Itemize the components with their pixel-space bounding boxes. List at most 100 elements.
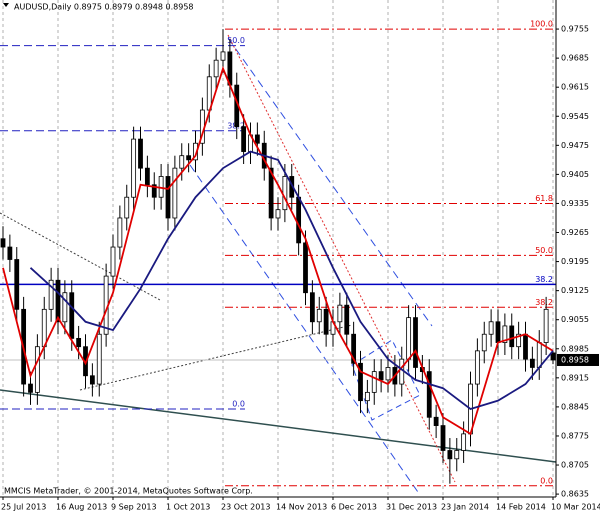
candle-body xyxy=(413,317,418,368)
candle-body xyxy=(495,321,501,343)
moving-average xyxy=(2,65,554,436)
candle-body xyxy=(254,134,260,144)
candle-body xyxy=(385,367,391,381)
candle-body xyxy=(48,279,54,310)
moving-averages xyxy=(2,65,554,436)
y-tick-label: 0.9195 xyxy=(561,257,589,266)
candle-body xyxy=(351,333,357,364)
candle-body xyxy=(523,333,528,360)
dotted-line xyxy=(79,324,353,391)
y-tick-label: 0.9265 xyxy=(561,228,589,237)
candle-body xyxy=(550,352,556,361)
y-tick-label: 0.9615 xyxy=(561,83,589,92)
grid xyxy=(2,0,554,497)
axis-labels: 0.9755 0.9685 0.9615 0.9545 0.9475 0.9405 0.93… xyxy=(1,25,600,512)
fibo-label: 38.2 xyxy=(535,298,553,307)
level-label: 38.2 xyxy=(535,275,553,284)
candle-body xyxy=(536,342,542,368)
candle-body xyxy=(454,450,460,460)
y-tick-label: 0.9685 xyxy=(561,54,589,63)
candle-body xyxy=(516,333,522,348)
candle-body xyxy=(213,59,219,78)
candle-body xyxy=(220,51,226,61)
chart-title: AUDUSD,Daily 0.8975 0.8979 0.8948 0.8958 xyxy=(14,3,194,12)
candle-body xyxy=(509,325,515,348)
candle-body xyxy=(89,375,95,385)
candle-body xyxy=(151,184,157,198)
candle-body xyxy=(481,333,487,352)
candle-body xyxy=(186,155,192,161)
candle-body xyxy=(41,308,47,348)
candle-body xyxy=(117,217,123,248)
candle-body xyxy=(138,138,143,169)
candle-body xyxy=(309,292,315,323)
y-tick-label: 0.9405 xyxy=(561,170,589,179)
candle-body xyxy=(0,238,6,248)
x-tick-label: 16 Aug 2013 xyxy=(56,503,107,512)
x-tick-label: 23 Oct 2013 xyxy=(221,503,270,512)
title-icon xyxy=(3,3,9,7)
candle-body xyxy=(378,371,384,381)
candle-body xyxy=(172,167,178,219)
y-tick-label: 0.8845 xyxy=(561,402,589,411)
y-tick-label: 0.9755 xyxy=(561,25,589,34)
candle-body xyxy=(447,450,453,460)
levels: 100.061.850.038.20.050.038.20.038.2 xyxy=(0,20,556,487)
price-box xyxy=(557,353,599,366)
candle-body xyxy=(461,433,467,451)
candle-body xyxy=(371,371,377,393)
fibo-label: 50.0 xyxy=(227,36,245,45)
candle-body xyxy=(323,308,329,335)
y-tick-label: 0.9335 xyxy=(561,199,589,208)
candle-body xyxy=(124,196,130,219)
candle-body xyxy=(474,350,480,385)
x-tick-label: 14 Nov 2013 xyxy=(276,503,327,512)
y-tick-label: 0.9545 xyxy=(561,112,589,121)
y-tick-label: 0.9125 xyxy=(561,286,589,295)
x-tick-label: 25 Jul 2013 xyxy=(1,503,46,512)
footer: MMCIS MetaTrader, © 2001-2014, MetaQuote… xyxy=(4,487,253,496)
x-tick-label: 10 Mar 2014 xyxy=(551,503,600,512)
candle-body xyxy=(529,358,535,368)
candle-body xyxy=(110,246,116,277)
candle-body xyxy=(131,138,137,198)
channel-line xyxy=(189,164,421,496)
dotted-line xyxy=(227,34,456,483)
candle-body xyxy=(96,333,102,385)
candle-body xyxy=(316,308,322,323)
y-tick-label: 0.8915 xyxy=(561,373,589,382)
candle-body xyxy=(502,325,508,343)
candle-body xyxy=(241,126,247,152)
y-tick-label: 0.8775 xyxy=(561,431,589,440)
candle-body xyxy=(344,304,350,335)
y-tick-label: 0.8705 xyxy=(561,461,589,470)
candle-body xyxy=(282,176,288,211)
candle-body xyxy=(543,308,549,343)
y-tick-label: 0.8635 xyxy=(561,490,589,499)
candle-body xyxy=(426,371,432,418)
x-tick-label: 1 Oct 2013 xyxy=(166,503,210,512)
moving-average xyxy=(29,150,554,410)
candle-body xyxy=(179,155,185,169)
candle-body xyxy=(406,317,412,360)
candle-body xyxy=(165,176,171,219)
candle-body xyxy=(303,242,308,294)
candle-body xyxy=(296,196,302,244)
candle-body xyxy=(76,337,82,348)
candle-body xyxy=(488,321,494,335)
fibo-label: 0.0 xyxy=(540,476,553,485)
fibo-label: 61.8 xyxy=(535,194,553,203)
candle-body xyxy=(28,383,33,393)
x-tick-label: 31 Dec 2013 xyxy=(386,503,437,512)
current-price-label: 0.8958 xyxy=(561,355,589,364)
candle-body xyxy=(7,246,13,260)
candle-body xyxy=(358,362,363,402)
candle-body xyxy=(433,416,439,426)
x-tick-label: 14 Feb 2014 xyxy=(496,503,546,512)
candle-body xyxy=(14,259,20,310)
channel-line xyxy=(227,37,433,327)
fibo-label: 50.0 xyxy=(535,246,553,255)
y-tick-label: 0.9475 xyxy=(561,141,589,150)
candle-body xyxy=(440,425,446,451)
fibo-label: 0.0 xyxy=(232,399,245,408)
